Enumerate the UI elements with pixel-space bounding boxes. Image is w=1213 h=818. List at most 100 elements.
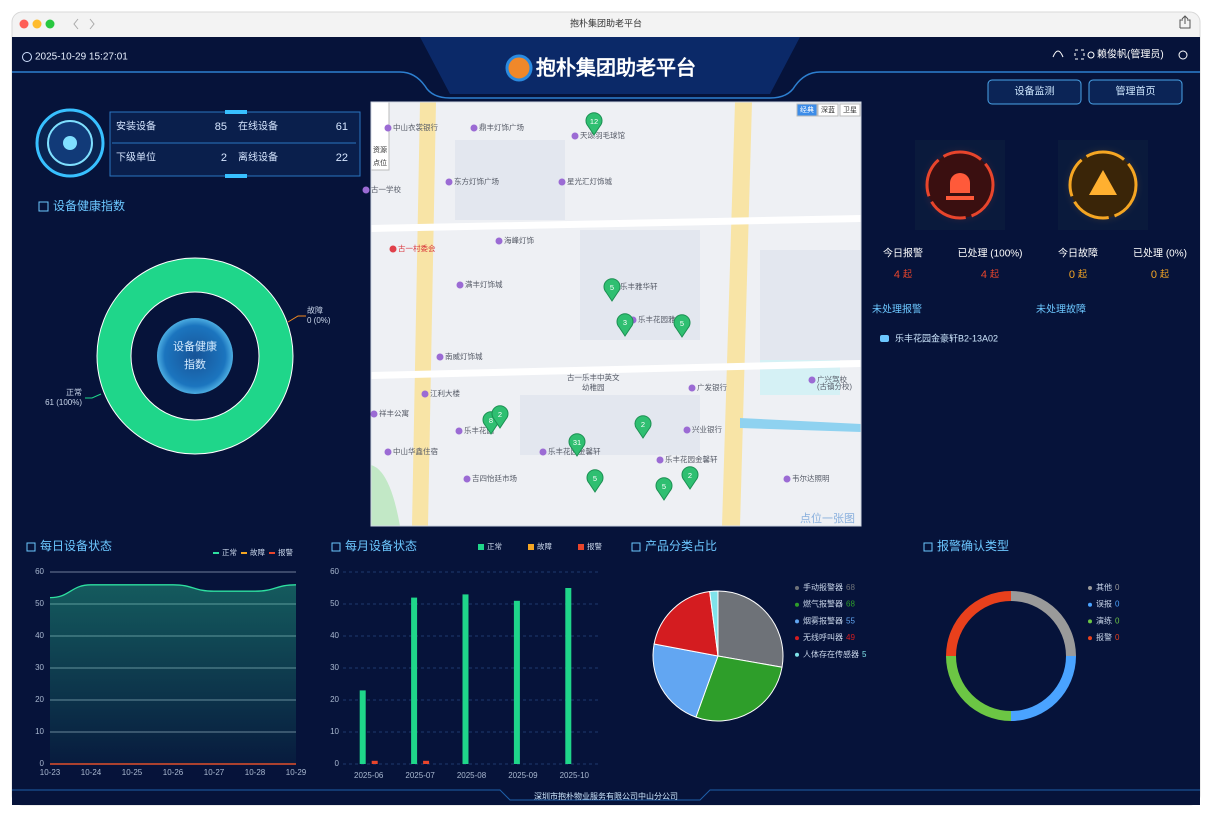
map-tab[interactable] [796, 103, 818, 117]
map-label: (古镇分校) [817, 381, 852, 391]
chart-title: 产品分类占比 [645, 538, 717, 553]
stat-value: 85 [215, 121, 227, 133]
map-marker[interactable] [616, 313, 634, 337]
map-poi [389, 245, 397, 253]
nav-button[interactable] [987, 79, 1082, 105]
legend-entry[interactable]: 无线呼叫器 49 [803, 632, 855, 642]
theme-icon[interactable] [1052, 50, 1064, 58]
map-tab-label[interactable]: 经典 [800, 105, 814, 114]
list-icon [880, 335, 889, 342]
legend-entry[interactable]: 误报 0 [1096, 599, 1120, 609]
legend-entry[interactable]: 其他 0 [1096, 582, 1120, 592]
stat-label: 离线设备 [238, 151, 278, 164]
map-tool[interactable]: 资源 [373, 145, 387, 154]
legend-key [578, 544, 584, 550]
line [49, 584, 297, 599]
minimize-button[interactable] [32, 19, 42, 29]
map-poi [571, 132, 579, 140]
map[interactable] [371, 102, 861, 526]
legend-name: 演练 [1096, 616, 1112, 626]
map-marker[interactable] [586, 469, 604, 493]
legend-label[interactable]: 报警 [278, 547, 293, 557]
health-center-label: 设备健康指数 [173, 341, 217, 371]
bar [423, 760, 430, 764]
map-marker[interactable] [673, 314, 691, 338]
map-tab-label[interactable]: 卫星 [843, 106, 857, 114]
stat-label: 在线设备 [238, 120, 278, 133]
map-park [371, 465, 400, 526]
legend-value: 55 [846, 617, 855, 626]
legend-entry[interactable]: 烟雾报警器 55 [803, 616, 855, 626]
legend-dot [1088, 619, 1092, 624]
y-tick-label: 60 [35, 567, 44, 576]
slice [652, 643, 719, 718]
map-marker[interactable] [568, 433, 586, 457]
chart-title: 每月设备状态 [345, 538, 417, 553]
nav-arrows[interactable] [73, 18, 95, 30]
map-marker[interactable] [634, 415, 652, 439]
map-marker-count: 8 [489, 416, 493, 425]
legend-dot [795, 652, 799, 657]
map-marker[interactable] [655, 477, 673, 501]
legend-entry[interactable]: 燃气报警器 68 [803, 599, 855, 609]
legend-value: 0 [1115, 600, 1120, 609]
legend-label[interactable]: 正常 [222, 548, 237, 557]
map-marker[interactable] [603, 278, 621, 302]
map-label: 海峰灯饰 [504, 235, 534, 245]
map-marker[interactable] [491, 405, 509, 429]
share-icon[interactable] [1179, 15, 1191, 29]
legend-entry[interactable]: 报警 0 [1096, 632, 1120, 642]
map-marker[interactable] [681, 466, 699, 490]
legend-dot [1088, 602, 1092, 607]
stat-value: 22 [336, 152, 348, 164]
power-icon[interactable] [1178, 50, 1188, 60]
chart-title-icon [26, 542, 36, 552]
bar [513, 600, 520, 764]
zoom-button[interactable] [45, 19, 55, 29]
gear-hub [63, 136, 77, 150]
legend-value: 49 [846, 633, 855, 642]
legend-label[interactable]: 正常 [487, 542, 502, 551]
legend-label[interactable]: 报警 [587, 541, 602, 551]
map-water [740, 418, 861, 432]
map-label: 古一学校 [371, 184, 401, 194]
map-label: 乐丰雅华轩 [620, 281, 658, 291]
map-tab-label[interactable]: 深蓝 [821, 105, 835, 114]
map-toolbar[interactable] [371, 102, 390, 171]
map-label: 满丰灯饰城 [465, 279, 503, 289]
map-label: 江利大楼 [430, 388, 460, 398]
nav-button-label[interactable]: 设备监测 [1015, 85, 1055, 98]
map-label: 中山衣裳银行 [393, 122, 438, 132]
slice-label: 故障 [307, 305, 323, 315]
map-poi [558, 178, 566, 186]
map-marker-count: 2 [641, 420, 645, 429]
legend-entry[interactable]: 演练 0 [1096, 616, 1120, 626]
map-marker-count: 5 [593, 474, 597, 483]
map-label: 祥丰公寓 [379, 408, 409, 418]
map-tool[interactable]: 点位 [373, 158, 387, 167]
pending-alarm-item[interactable]: 乐丰花园金豪轩B2-13A02 [895, 332, 998, 343]
close-button[interactable] [19, 19, 29, 29]
map-marker-count: 5 [610, 283, 614, 292]
fullscreen-icon[interactable] [1074, 49, 1085, 60]
legend-entry[interactable]: 手动报警器 68 [803, 582, 855, 592]
legend-name: 报警 [1096, 632, 1112, 642]
map-tab[interactable] [839, 103, 861, 117]
legend-label[interactable]: 故障 [537, 541, 552, 551]
x-tick-label: 2025-10 [560, 771, 590, 780]
nav-button-label[interactable]: 管理首页 [1116, 85, 1156, 98]
map-tab[interactable] [817, 103, 839, 117]
y-tick-label: 10 [35, 727, 44, 736]
legend-label[interactable]: 故障 [250, 547, 265, 557]
map-label: 中山华鑫住宿 [393, 446, 438, 456]
map-label: 东方灯饰广场 [454, 176, 499, 186]
alarm-count-value: 4 [894, 269, 900, 281]
user-name: 赖俊帆(管理员) [1097, 48, 1164, 61]
legend-dot [795, 636, 799, 641]
nav-button[interactable] [1088, 79, 1183, 105]
footer-line [12, 789, 1200, 801]
slice [1011, 656, 1076, 721]
legend-entry[interactable]: 人体存在传感器 5 [803, 649, 867, 659]
map-marker[interactable] [585, 112, 603, 136]
